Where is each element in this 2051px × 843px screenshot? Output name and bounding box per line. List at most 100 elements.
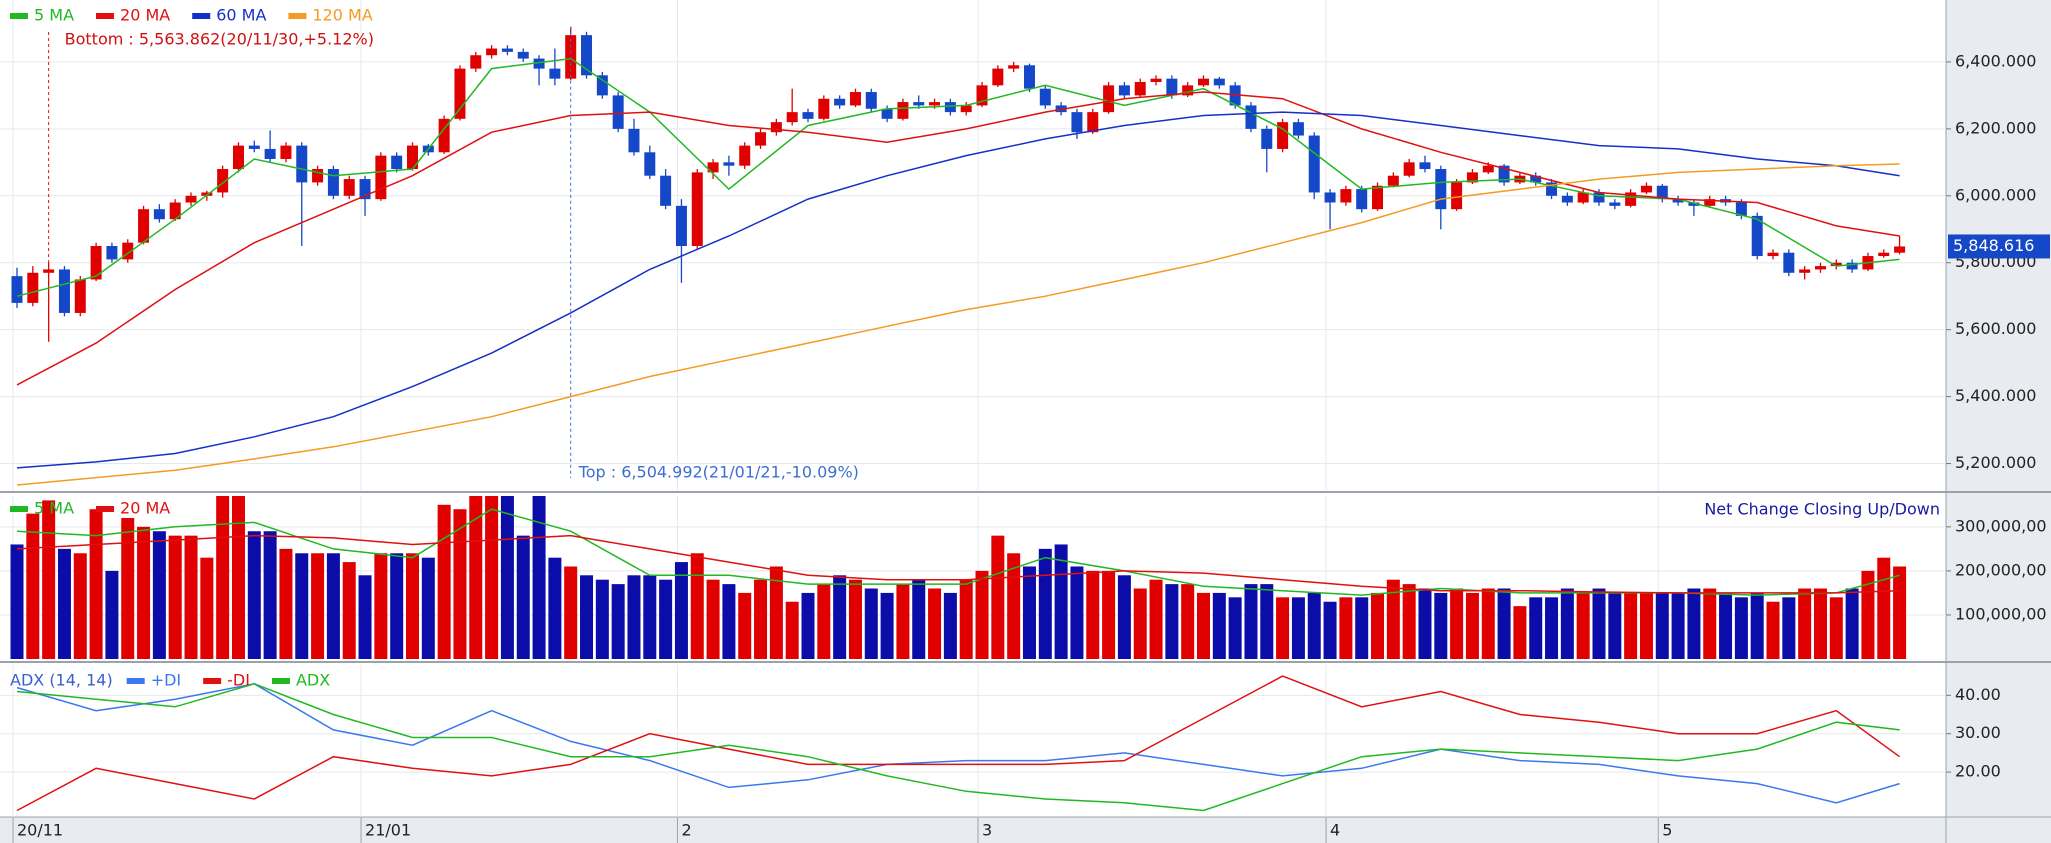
volume-bar	[1624, 592, 1638, 659]
volume-bar	[991, 535, 1005, 659]
volume-bar	[1291, 597, 1305, 659]
volume-bar	[231, 496, 245, 659]
candle-body	[1688, 202, 1700, 206]
candle-body	[960, 105, 972, 113]
candle-body	[1118, 85, 1130, 96]
candle-body	[818, 98, 830, 119]
legend-swatch	[288, 13, 307, 19]
candle-body	[501, 48, 513, 52]
candle-body	[1783, 252, 1795, 273]
x-tick-label: 2	[681, 821, 691, 840]
volume-bar	[390, 553, 404, 659]
volume-bar	[580, 575, 594, 659]
annotation: Bottom : 5,563.862(20/11/30,+5.12%)	[65, 30, 374, 49]
series-line	[16, 508, 1900, 596]
volume-bar	[1038, 548, 1052, 659]
candle-body	[1625, 192, 1637, 206]
volume-bar	[1465, 592, 1479, 659]
candle-body	[976, 85, 988, 106]
volume-bar	[184, 535, 198, 659]
candle-body	[1735, 202, 1747, 216]
series-line	[16, 683, 1900, 812]
volume-bar	[1149, 579, 1163, 659]
volume-bar	[848, 579, 862, 659]
y-tick-label: 30.00	[1955, 723, 2001, 742]
candle-body	[1039, 88, 1051, 106]
volume-bar	[548, 557, 562, 659]
candle-body	[723, 162, 735, 166]
volume-bar	[485, 496, 499, 659]
candle-body	[1308, 135, 1320, 193]
volume-bar	[295, 553, 309, 659]
y-tick-label: 20.00	[1955, 762, 2001, 781]
legend-label: 5 MA	[34, 499, 74, 518]
volume-bar	[643, 575, 657, 659]
volume-bar	[10, 544, 24, 659]
candle-body	[628, 128, 640, 153]
annotation: Top : 6,504.992(21/01/21,-10.09%)	[578, 463, 859, 482]
candle-body	[1530, 175, 1542, 183]
volume-bar	[1671, 592, 1685, 659]
candle-body	[201, 192, 213, 196]
volume-bar	[279, 548, 293, 659]
volume-bar	[263, 531, 277, 659]
volume-bar	[975, 570, 989, 659]
series-line	[16, 91, 1900, 386]
volume-bar	[1323, 601, 1337, 659]
volume-bar	[595, 579, 609, 659]
candle-body	[343, 179, 355, 196]
volume-bar	[1861, 570, 1875, 659]
candle-body	[786, 112, 798, 123]
volume-bar	[1276, 597, 1290, 659]
volume-bar	[1355, 597, 1369, 659]
volume-bar	[896, 584, 910, 659]
candle-body	[1498, 165, 1510, 183]
candle-body	[865, 92, 877, 109]
volume-bar	[342, 562, 356, 659]
candle-body	[248, 145, 260, 149]
candle-body	[1198, 78, 1209, 86]
volume-bar	[1386, 579, 1400, 659]
volume-bar	[1450, 588, 1464, 659]
volume-bar	[1639, 592, 1653, 659]
candle-body	[1324, 192, 1336, 203]
volume-bar	[754, 579, 768, 659]
right-axis-area	[1946, 0, 2051, 843]
candle-body	[1261, 128, 1273, 149]
series-line	[16, 675, 1901, 812]
volume-bar	[1592, 588, 1606, 659]
volume-bar	[659, 579, 673, 659]
x-tick-label: 20/11	[17, 821, 63, 840]
volume-bar	[1481, 588, 1495, 659]
candle-body	[74, 279, 86, 313]
volume-bar	[406, 553, 419, 659]
candle-body	[849, 92, 861, 106]
x-tick-label: 3	[982, 821, 992, 840]
volume-bar	[1197, 592, 1210, 659]
candle-body	[1340, 189, 1352, 203]
volume-bar	[73, 553, 87, 659]
series-line	[16, 683, 1900, 804]
y-tick-label: 6,000.000	[1955, 185, 2036, 204]
candle-body	[1846, 262, 1858, 270]
candle-body	[1640, 185, 1652, 193]
candle-body	[1451, 182, 1463, 210]
series-line	[16, 111, 1900, 469]
volume-bar	[121, 518, 135, 659]
candle-body	[1166, 78, 1178, 96]
legend-swatch	[10, 13, 28, 19]
volume-bar	[1070, 566, 1084, 659]
candle-body	[881, 108, 893, 119]
legend-swatch	[126, 678, 145, 684]
candle-body	[359, 179, 371, 200]
volume-bar	[1798, 588, 1812, 659]
volume-bar	[1054, 544, 1068, 659]
candle-body	[1466, 172, 1478, 183]
candle-body	[1356, 189, 1368, 210]
candle-body	[1767, 252, 1779, 257]
candle-body	[58, 269, 70, 313]
volume-bar	[564, 566, 578, 659]
volume-bar	[611, 584, 625, 659]
